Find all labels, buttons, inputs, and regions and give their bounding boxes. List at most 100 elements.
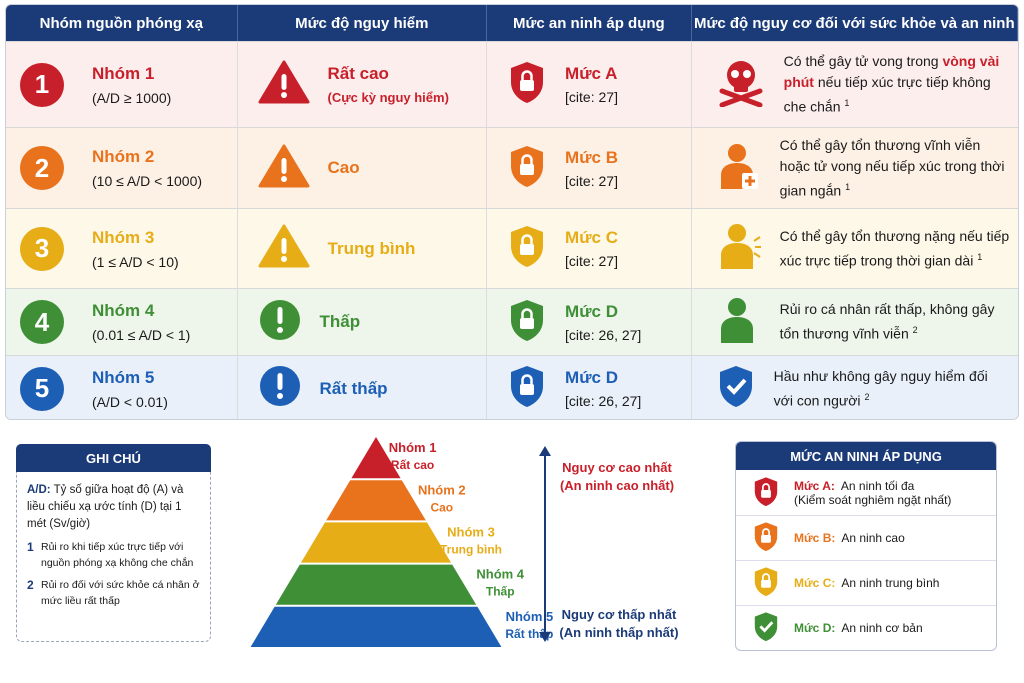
footnote-ref: 1: [844, 98, 850, 109]
security-cell: Mức B [cite: 27]: [487, 128, 692, 208]
shield-icon: [511, 145, 544, 187]
definition-text: Tỷ số giữa hoạt độ (A) và liều chiếu xạ …: [27, 484, 184, 530]
danger-level: Rất thấp: [319, 378, 388, 398]
table-row: 1 Nhóm 1 (A/D ≥ 1000) Rất cao (Cực kỳ nguy h…: [6, 41, 1018, 127]
security-text: Mức A [cite: 27]: [565, 64, 618, 105]
danger-text: Thấp: [320, 312, 361, 332]
group-range: (A/D < 0.01): [92, 393, 168, 410]
danger-text: Cao: [328, 158, 360, 178]
danger-icon: [258, 223, 310, 274]
danger-text: Rất thấp: [320, 379, 388, 399]
legend-line: Mức A: An ninh tối đa: [794, 479, 951, 493]
health-segment: vòng vài phút: [783, 53, 1000, 91]
health-icon: [720, 224, 761, 269]
column-title: Mức độ nguy hiểm: [238, 5, 488, 41]
legend-text: Mức B: An ninh cao: [794, 531, 905, 545]
group-number: 2: [20, 146, 64, 190]
group-text: Nhóm 3 (1 ≤ A/D < 10): [92, 228, 179, 270]
danger-icon: [258, 364, 302, 413]
health-segment: Hầu như không gây nguy hiểm đối với con …: [773, 367, 988, 409]
pyramid-label: Rất cao: [391, 458, 434, 472]
security-cell: Mức A [cite: 27]: [487, 42, 692, 127]
pyramid-label: Cao: [430, 500, 453, 514]
legend-item: Mức C: An ninh trung bình: [736, 560, 996, 605]
warning-icon: [259, 366, 300, 406]
citation: [cite: 27]: [565, 89, 618, 105]
legend-text: Mức D: An ninh cơ bản: [794, 621, 923, 635]
health-icon: [720, 143, 758, 189]
arrow-head: [539, 632, 551, 642]
security-text: Mức D [cite: 26, 27]: [565, 368, 641, 409]
shield-icon: [754, 476, 778, 506]
group-range: (10 ≤ A/D < 1000): [92, 173, 203, 189]
legend-item: Mức A: An ninh tối đa (Kiểm soát nghiêm ng…: [736, 470, 996, 515]
risk-bottom: Nguy cơ thấp nhất: [562, 607, 677, 622]
legend-sub: (Kiểm soát nghiêm ngặt nhất): [794, 492, 952, 507]
legend-level: Mức C:: [794, 576, 836, 590]
group-cell: 1 Nhóm 1 (A/D ≥ 1000): [6, 42, 238, 127]
pyramid-label: Thấp: [486, 585, 515, 599]
health-segment: Có thể gây tử vong trong: [783, 53, 943, 70]
danger-level: Cao: [327, 158, 360, 177]
pyramid-group: Nhóm 1: [389, 440, 437, 455]
health-text: Có thể gây tổn thương vĩnh viễn hoặc tử …: [780, 135, 1018, 202]
health-segment: Rủi ro cá nhân rất thấp, không gây tổn t…: [779, 301, 995, 342]
warning-icon: [258, 144, 310, 187]
danger-cell: Rất thấp: [238, 356, 488, 419]
danger-text: Rất cao (Cực kỳ nguy hiểm): [328, 64, 449, 105]
shield-icon: [754, 612, 778, 642]
pyramid-label: Rất thấp: [505, 627, 553, 641]
legend-line: Mức D: An ninh cơ bản: [794, 621, 923, 635]
group-cell: 5 Nhóm 5 (A/D < 0.01): [6, 356, 238, 419]
table-row: 3 Nhóm 3 (1 ≤ A/D < 10) Trung bình Mức C [cit…: [6, 208, 1018, 288]
legend-line: Mức C: An ninh trung bình: [794, 576, 939, 590]
group-cell: 4 Nhóm 4 (0.01 ≤ A/D < 1): [6, 289, 238, 355]
danger-cell: Rất cao (Cực kỳ nguy hiểm): [238, 42, 488, 127]
pyramid-label: Trung bình: [440, 543, 502, 557]
security-icon: [507, 60, 547, 109]
security-level: Mức D: [565, 368, 618, 387]
table-row: 2 Nhóm 2 (10 ≤ A/D < 1000) Cao Mức B [cite: 2…: [6, 127, 1018, 208]
group-number: 4: [20, 300, 64, 344]
note-text: Rủi ro khi tiếp xúc trực tiếp với nguồn …: [41, 541, 194, 569]
security-level: Mức A: [565, 64, 618, 83]
legend-item: Mức D: An ninh cơ bản: [736, 605, 996, 650]
health-icon: [716, 295, 762, 350]
group-number: 1: [20, 62, 64, 107]
group-name: Nhóm 2: [92, 147, 155, 166]
danger-icon: [258, 59, 310, 110]
group-text: Nhóm 1 (A/D ≥ 1000): [92, 64, 171, 106]
health-segment: Có thể gây tổn thương nặng nếu tiếp xúc …: [779, 227, 1010, 269]
security-icon: [507, 364, 547, 413]
citation: [cite: 26, 27]: [565, 393, 642, 409]
danger-cell: Thấp: [238, 289, 488, 355]
citation: [cite: 27]: [565, 253, 618, 269]
note-text: Rủi ro đối với sức khỏe cá nhân ở mức li…: [41, 579, 200, 607]
health-cell: Có thể gây tổn thương vĩnh viễn hoặc tử …: [692, 128, 1018, 208]
pyramid-group: Nhóm 3: [447, 525, 495, 540]
legend-icon: [752, 566, 780, 600]
legend-desc: An ninh cao: [841, 531, 905, 545]
security-icon: [507, 144, 547, 193]
health-cell: Có thể gây tử vong trong vòng vài phút n…: [692, 42, 1018, 127]
pyramid-layer: [250, 606, 502, 647]
legend-desc: An ninh tối đa: [840, 478, 915, 493]
pyramid-layer: [275, 564, 477, 605]
column-title: Mức độ nguy cơ đối với sức khỏe và an ni…: [692, 5, 1018, 41]
shield-icon: [754, 522, 778, 552]
column-title: Mức an ninh áp dụng: [487, 5, 692, 41]
pyramid-group: Nhóm 2: [418, 482, 466, 497]
security-text: Mức D [cite: 26, 27]: [565, 302, 641, 343]
warning-icon: [259, 299, 300, 340]
pyramid-layer: [326, 480, 426, 521]
group-text: Nhóm 5 (A/D < 0.01): [92, 368, 168, 410]
danger-icon: [258, 298, 302, 347]
legend-level: Mức D:: [794, 621, 836, 635]
pyramid-group: Nhóm 5: [506, 609, 554, 624]
security-level: Mức B: [565, 147, 618, 167]
risk-top: Nguy cơ cao nhất: [562, 460, 672, 475]
shield-icon: [511, 226, 544, 267]
security-text: Mức B [cite: 27]: [565, 148, 618, 189]
